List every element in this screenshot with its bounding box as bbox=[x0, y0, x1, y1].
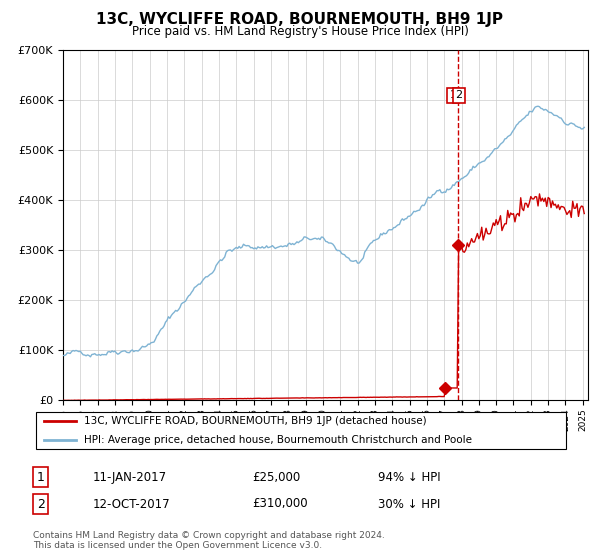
Text: 13C, WYCLIFFE ROAD, BOURNEMOUTH, BH9 1JP (detached house): 13C, WYCLIFFE ROAD, BOURNEMOUTH, BH9 1JP… bbox=[84, 417, 427, 426]
Text: 30% ↓ HPI: 30% ↓ HPI bbox=[378, 497, 440, 511]
Text: 13C, WYCLIFFE ROAD, BOURNEMOUTH, BH9 1JP: 13C, WYCLIFFE ROAD, BOURNEMOUTH, BH9 1JP bbox=[97, 12, 503, 27]
FancyBboxPatch shape bbox=[35, 413, 566, 449]
Text: 2: 2 bbox=[37, 497, 45, 511]
Text: 94% ↓ HPI: 94% ↓ HPI bbox=[378, 470, 440, 484]
Text: Price paid vs. HM Land Registry's House Price Index (HPI): Price paid vs. HM Land Registry's House … bbox=[131, 25, 469, 38]
Text: £25,000: £25,000 bbox=[252, 470, 300, 484]
Text: £310,000: £310,000 bbox=[252, 497, 308, 511]
Text: HPI: Average price, detached house, Bournemouth Christchurch and Poole: HPI: Average price, detached house, Bour… bbox=[84, 435, 472, 445]
Text: 11-JAN-2017: 11-JAN-2017 bbox=[93, 470, 167, 484]
Text: 1: 1 bbox=[449, 90, 457, 100]
Text: 1: 1 bbox=[37, 470, 45, 484]
Text: 2: 2 bbox=[455, 90, 463, 100]
Text: 12-OCT-2017: 12-OCT-2017 bbox=[93, 497, 170, 511]
Text: Contains HM Land Registry data © Crown copyright and database right 2024.
This d: Contains HM Land Registry data © Crown c… bbox=[33, 531, 385, 550]
